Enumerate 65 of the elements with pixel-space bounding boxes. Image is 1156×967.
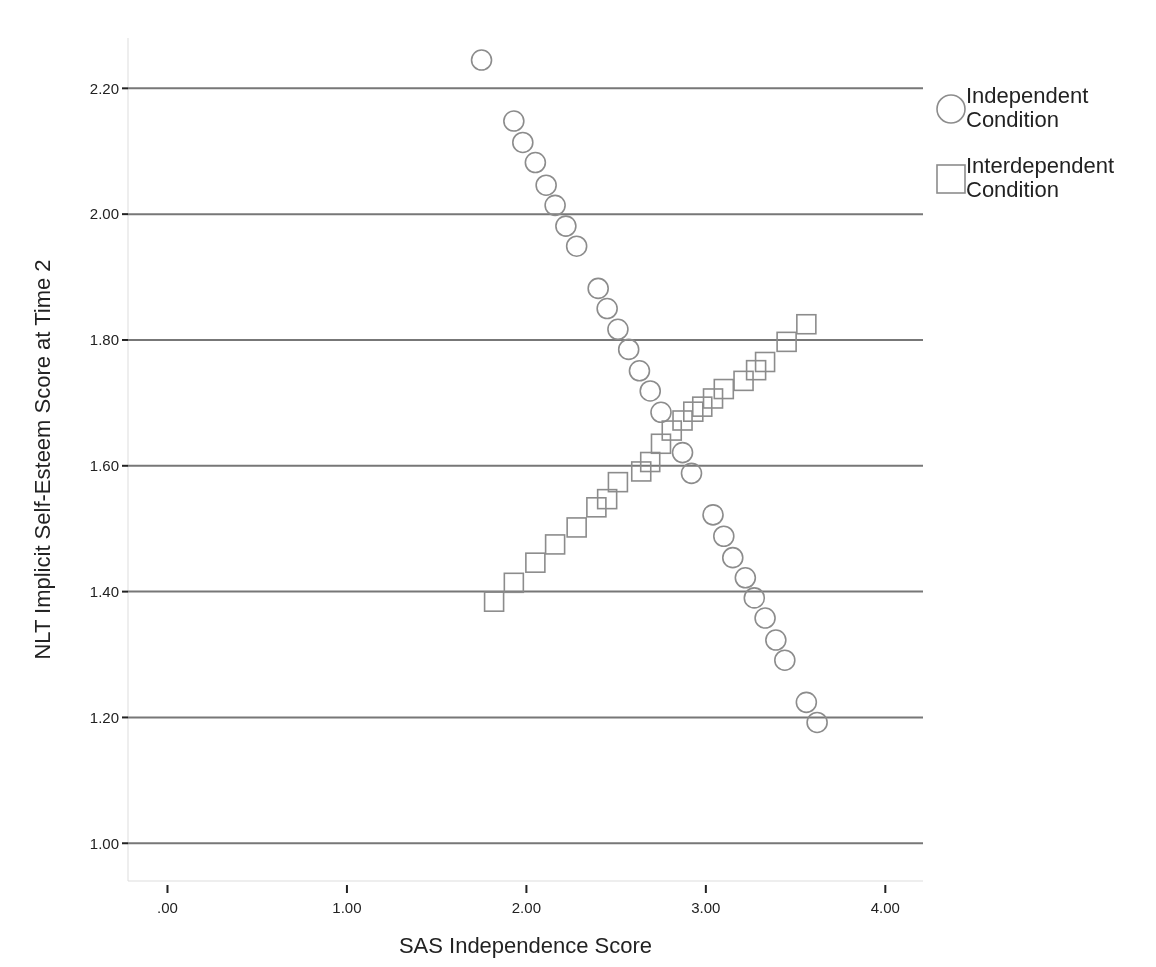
point: [544, 194, 566, 217]
point: [713, 378, 735, 400]
point: [565, 235, 588, 258]
y-tick-label: 1.60: [89, 457, 119, 475]
point: [586, 497, 607, 518]
point: [503, 110, 525, 132]
y-tick-label: 1.20: [89, 708, 119, 726]
point: [682, 401, 704, 422]
point: [596, 297, 618, 320]
point: [702, 504, 724, 526]
x-tick-label: .00: [157, 899, 178, 916]
point: [745, 359, 767, 381]
point: [691, 396, 713, 417]
point: [672, 410, 693, 431]
point: [702, 388, 724, 409]
point: [535, 174, 557, 197]
point: [806, 711, 828, 734]
point: [587, 277, 609, 300]
point: [596, 488, 618, 510]
point: [721, 546, 744, 569]
point: [544, 534, 566, 555]
legend-label: Interdependent Condition: [966, 153, 1115, 202]
x-tick-label: 1.00: [332, 899, 362, 916]
y-tick-label: 1.00: [89, 834, 119, 852]
point: [607, 318, 629, 341]
point: [650, 401, 672, 424]
point: [650, 433, 672, 455]
point: [470, 49, 493, 71]
point: [524, 151, 547, 174]
point: [754, 607, 776, 629]
point: [512, 131, 534, 154]
y-tick-label: 1.80: [89, 331, 119, 349]
point: [796, 313, 817, 335]
point: [628, 360, 651, 382]
point: [639, 380, 662, 402]
y-tick-label: 2.20: [89, 79, 119, 97]
point: [525, 552, 546, 573]
point: [776, 331, 797, 353]
point: [795, 691, 818, 714]
point: [713, 525, 735, 548]
x-axis-title: SAS Independence Score: [398, 933, 653, 958]
point: [566, 517, 587, 538]
x-tick-label: 4.00: [870, 899, 900, 916]
point: [733, 370, 754, 392]
point: [617, 338, 640, 361]
legend-label: Independent Condition: [966, 83, 1089, 132]
point: [754, 351, 776, 373]
point: [765, 629, 787, 651]
y-tick-label: 1.40: [89, 582, 119, 600]
y-tick-label: 2.00: [89, 205, 119, 223]
point: [680, 462, 703, 485]
point: [630, 461, 652, 482]
point: [734, 566, 757, 589]
point: [483, 591, 505, 612]
point: [743, 587, 766, 609]
point: [661, 420, 683, 441]
x-tick-label: 3.00: [691, 899, 721, 916]
point: [639, 451, 661, 473]
x-tick-label: 2.00: [511, 899, 541, 916]
point: [555, 215, 577, 237]
point: [671, 441, 694, 464]
point: [503, 572, 525, 594]
point: [774, 649, 796, 671]
point: [607, 471, 629, 493]
y-axis-title: NLT Implicit Self-Esteem Score at Time 2: [30, 259, 55, 660]
